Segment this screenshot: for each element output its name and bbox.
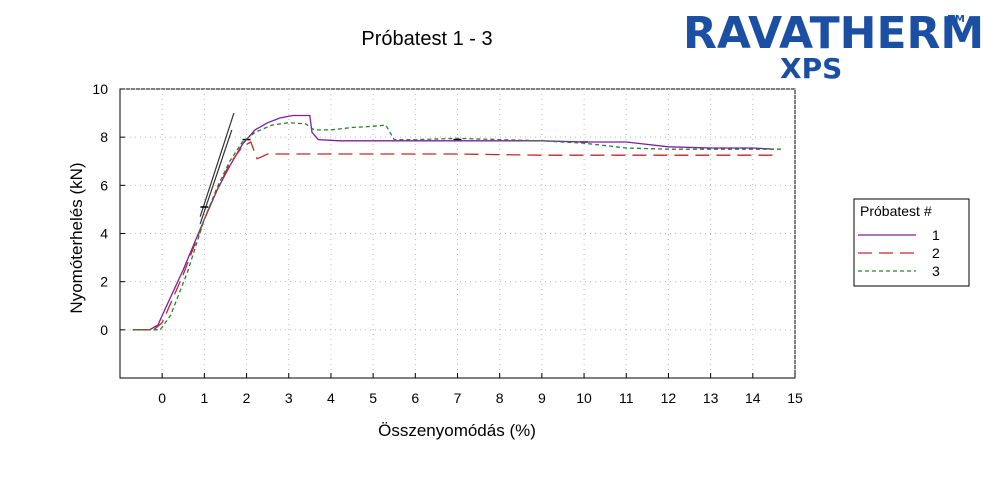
x-tick-label: 12 — [661, 390, 677, 406]
x-tick-label: 7 — [454, 390, 462, 406]
axis-ticks — [120, 88, 796, 378]
y-tick-label: 0 — [100, 322, 108, 338]
x-tick-label: 4 — [327, 390, 335, 406]
x-tick-label: 1 — [200, 390, 208, 406]
x-tick-label: 13 — [703, 390, 719, 406]
x-tick-label: 10 — [576, 390, 592, 406]
legend: Próbatest # 1 2 3 — [853, 198, 970, 287]
logo-product: XPS — [780, 52, 842, 85]
series-lines — [132, 114, 783, 331]
legend-label-1: 1 — [932, 227, 940, 243]
y-axis-title: Nyomóterhelés (kN) — [67, 162, 86, 313]
y-tick-label: 10 — [92, 81, 108, 97]
x-tick-label: 2 — [243, 390, 251, 406]
legend-items: 1 2 3 — [858, 227, 940, 279]
grid — [120, 88, 796, 378]
x-tick-label: 6 — [411, 390, 419, 406]
legend-label-2: 2 — [932, 245, 940, 261]
chart-title: Próbatest 1 - 3 — [361, 28, 492, 50]
x-axis-title: Összenyomódás (%) — [378, 421, 536, 440]
x-tick-label: 8 — [496, 390, 504, 406]
x-tick-labels: 0 1 2 3 4 5 6 7 8 9 10 11 12 13 14 15 — [158, 390, 803, 406]
y-tick-labels: 0 2 4 6 8 10 — [92, 81, 108, 338]
x-tick-label: 0 — [158, 390, 166, 406]
tangent-line — [199, 129, 233, 225]
legend-title: Próbatest # — [860, 203, 932, 219]
x-tick-label: 11 — [619, 390, 634, 406]
y-tick-label: 2 — [100, 274, 108, 290]
y-tick-label: 4 — [100, 226, 108, 242]
legend-label-3: 3 — [932, 263, 940, 279]
x-tick-label: 15 — [787, 390, 803, 406]
ravatherm-logo: RAVATHERM TM XPS — [683, 8, 984, 85]
series-line-1 — [132, 114, 774, 331]
y-tick-label: 6 — [100, 177, 108, 193]
y-tick-label: 8 — [100, 129, 108, 145]
series-line-3 — [132, 122, 783, 331]
logo-trademark: TM — [948, 14, 965, 25]
logo-brand: RAVATHERM — [683, 8, 984, 59]
x-tick-label: 3 — [285, 390, 293, 406]
x-tick-label: 5 — [369, 390, 377, 406]
annotations — [199, 112, 589, 225]
series-line-2 — [132, 141, 774, 331]
tangent-line — [199, 112, 235, 217]
x-tick-label: 14 — [745, 390, 761, 406]
x-tick-label: 9 — [538, 390, 546, 406]
